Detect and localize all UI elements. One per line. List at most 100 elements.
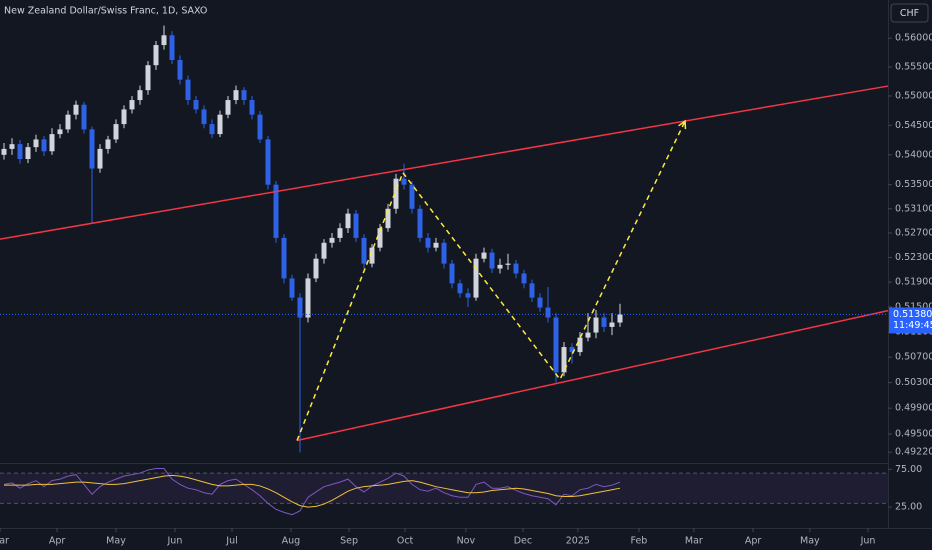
candle-body <box>97 148 103 169</box>
candle-body <box>457 283 463 294</box>
candle-body <box>417 208 423 238</box>
x-tick-label: Feb <box>631 536 648 547</box>
candle-body <box>281 237 287 279</box>
y-tick-label: 0.50300 <box>895 377 932 388</box>
x-tick-label: Aug <box>282 536 301 547</box>
chart-title: New Zealand Dollar/Swiss Franc, 1D, SAXO <box>4 6 207 17</box>
y-tick-label: 0.56000 <box>895 33 932 44</box>
candle-body <box>169 35 175 61</box>
candle-body <box>321 242 327 259</box>
x-tick-label: Mar <box>685 536 703 547</box>
candle-body <box>113 124 119 140</box>
candle-body <box>65 114 71 130</box>
candle-body <box>89 129 95 169</box>
candle-body <box>217 114 223 135</box>
candle-body <box>465 293 471 298</box>
candle-body <box>377 228 383 248</box>
y-tick-label: 0.53500 <box>895 179 932 190</box>
y-tick-label: 0.50700 <box>895 352 932 363</box>
x-tick-label: Jun <box>167 536 183 547</box>
x-tick-label: Nov <box>457 536 476 547</box>
candle-body <box>337 228 343 238</box>
candle-body <box>593 317 599 333</box>
candle-body <box>601 317 607 327</box>
candle-body <box>233 90 239 101</box>
y-tick-label: 0.52700 <box>895 228 932 239</box>
x-tick-label: Jun <box>860 536 876 547</box>
x-tick-label: May <box>800 536 820 547</box>
currency-label[interactable]: CHF <box>900 8 919 19</box>
y-tick-label: 0.51900 <box>895 277 932 288</box>
candle-body <box>529 283 535 298</box>
candle-body <box>537 297 543 308</box>
candle-body <box>17 144 23 160</box>
y-tick-label: 0.51500 <box>895 301 932 312</box>
candle-body <box>129 100 135 110</box>
y-tick-label: 0.49220 <box>895 447 932 458</box>
trend-line <box>296 120 686 441</box>
y-tick-label: 0.53100 <box>895 203 932 214</box>
candle-body <box>497 264 503 269</box>
candle-body <box>81 104 87 130</box>
candle-body <box>361 237 367 264</box>
candle-body <box>401 178 407 185</box>
currency-button[interactable] <box>890 3 929 23</box>
candle-body <box>441 242 447 264</box>
x-tick-label: 2025 <box>566 536 590 547</box>
last-price-box <box>889 307 932 334</box>
x-tick-label: Dec <box>514 536 532 547</box>
candle-body <box>553 317 559 373</box>
y-tick-label: 75.00 <box>895 464 922 475</box>
candle-body <box>177 60 183 80</box>
candle-body <box>609 322 615 327</box>
candle-body <box>33 139 39 148</box>
candle-body <box>369 247 375 264</box>
y-tick-label: 0.54000 <box>895 149 932 160</box>
y-tick-label: 0.54500 <box>895 120 932 131</box>
y-tick-label: 0.52300 <box>895 252 932 263</box>
candle-body <box>313 258 319 279</box>
candle-body <box>329 237 335 243</box>
indicator-pane <box>0 468 888 516</box>
trend-line <box>0 85 889 240</box>
candle-body <box>249 100 255 115</box>
y-tick-label: 0.55000 <box>895 90 932 101</box>
candle-body <box>561 347 567 373</box>
candle-body <box>153 45 159 66</box>
candle-body <box>161 35 167 46</box>
trend-line <box>296 309 889 442</box>
candle-body <box>73 104 79 115</box>
x-tick-label: Apr <box>49 536 66 547</box>
candle-body <box>489 252 495 269</box>
candle-body <box>273 184 279 238</box>
candle-body <box>425 237 431 248</box>
candle-body <box>121 109 127 125</box>
y-tick-label: 0.49900 <box>895 403 932 414</box>
candle-body <box>49 134 55 152</box>
y-tick-label: 0.55500 <box>895 61 932 72</box>
candle-body <box>193 100 199 110</box>
last-price-label: 0.51380 <box>893 309 932 320</box>
y-tick-label: 25.00 <box>895 502 922 513</box>
x-tick-label: Oct <box>397 536 414 547</box>
x-tick-label: Sep <box>340 536 358 547</box>
candle-body <box>481 252 487 259</box>
candle-body <box>545 307 551 318</box>
x-tick-label: Apr <box>745 536 762 547</box>
candle-body <box>393 178 399 209</box>
candle-body <box>297 297 303 318</box>
candle-body <box>137 90 143 101</box>
candle-body <box>353 213 359 238</box>
arrow-head <box>678 119 687 130</box>
candle-body <box>473 258 479 298</box>
candle-body <box>449 263 455 284</box>
candle-body <box>145 65 151 91</box>
candle-body <box>289 278 295 298</box>
indicator-line <box>4 474 621 508</box>
indicator-line <box>3 468 621 516</box>
candle-body <box>185 79 191 101</box>
candle-body <box>521 273 527 284</box>
